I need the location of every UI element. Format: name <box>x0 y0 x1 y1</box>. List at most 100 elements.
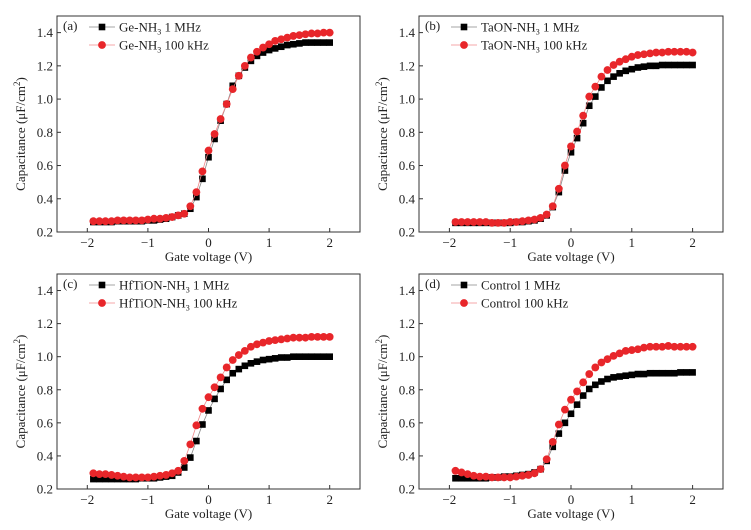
data-point-circle <box>247 342 255 351</box>
data-point-square <box>604 375 611 383</box>
data-point-circle <box>591 82 600 91</box>
data-point-circle <box>180 456 189 465</box>
data-point-circle <box>216 115 225 123</box>
data-point-square <box>326 39 333 46</box>
data-point-circle <box>95 217 104 226</box>
data-point-circle <box>621 55 630 64</box>
data-point-square <box>308 39 315 46</box>
data-point-circle <box>228 85 237 94</box>
legend-text: TaON-NH3 100 kHz <box>481 38 588 55</box>
data-point-square <box>610 73 617 80</box>
legend-item: Ge-NH3 1 MHz <box>89 20 201 37</box>
legend-marker-square <box>460 23 468 31</box>
data-point-circle <box>567 142 575 151</box>
data-point-square <box>458 474 465 482</box>
series-100khz <box>89 28 334 226</box>
x-axis-label: Gate voltage (V) <box>527 249 614 264</box>
data-point-circle <box>289 333 298 342</box>
data-point-circle <box>494 218 502 227</box>
data-point-circle <box>573 387 581 396</box>
data-point-circle <box>488 473 496 482</box>
y-tick-label: 0.2 <box>399 225 415 240</box>
data-point-circle <box>451 466 460 475</box>
legend-text: Ge-NH3 1 MHz <box>119 20 201 37</box>
data-point-square <box>634 64 642 71</box>
data-point-square <box>235 365 243 373</box>
data-point-circle <box>524 216 533 225</box>
data-point-circle <box>633 345 642 354</box>
data-point-circle <box>457 468 466 477</box>
y-tick-label: 1.2 <box>37 58 53 73</box>
data-point-circle <box>585 370 594 378</box>
data-point-circle <box>125 216 134 225</box>
data-point-square <box>271 45 279 52</box>
data-point-square <box>573 401 581 408</box>
data-point-square <box>646 369 654 377</box>
data-point-circle <box>652 342 661 351</box>
data-point-square <box>296 40 303 47</box>
data-point-circle <box>113 216 122 225</box>
data-point-square <box>187 454 194 461</box>
data-point-circle <box>119 472 128 481</box>
data-point-square <box>640 63 648 70</box>
data-point-square <box>314 353 321 360</box>
data-point-square <box>604 77 611 85</box>
data-point-circle <box>240 347 249 355</box>
data-point-circle <box>107 471 116 479</box>
legend: Control 1 MHz Control 100 kHz <box>451 278 569 311</box>
data-point-circle <box>113 471 122 480</box>
panel-label: (a) <box>63 18 77 33</box>
legend-marker-square <box>98 23 106 31</box>
data-point-square <box>277 354 285 361</box>
data-point-square <box>290 40 297 48</box>
data-point-square <box>579 392 587 399</box>
x-tick-label: 0 <box>568 492 575 507</box>
y-tick-label: 0.6 <box>37 158 54 173</box>
data-point-square <box>567 410 575 418</box>
data-point-circle <box>469 471 478 480</box>
x-tick-label: −2 <box>442 235 456 250</box>
data-point-circle <box>500 218 509 227</box>
data-point-circle <box>168 469 177 478</box>
data-point-square <box>108 475 115 483</box>
data-point-square <box>211 395 218 403</box>
x-tick-label: −1 <box>503 492 517 507</box>
data-point-square <box>646 62 654 70</box>
data-point-circle <box>561 405 569 414</box>
y-tick-label: 1.4 <box>399 25 416 40</box>
series-line <box>93 32 330 222</box>
series-100khz <box>451 342 697 482</box>
data-point-square <box>464 474 471 482</box>
y-tick-label: 1.4 <box>399 283 416 298</box>
data-point-square <box>271 355 279 362</box>
data-point-circle <box>192 421 201 430</box>
data-point-circle <box>156 471 164 480</box>
series-line <box>93 356 330 480</box>
data-point-circle <box>210 130 219 138</box>
data-point-circle <box>676 342 685 351</box>
data-point-circle <box>615 349 624 358</box>
y-tick-label: 0.8 <box>399 382 415 397</box>
y-axis-label: Capacitance (μF/cm2) <box>12 77 28 191</box>
legend-text: TaON-NH3 1 MHz <box>481 20 580 37</box>
data-point-square <box>277 43 285 51</box>
data-point-square <box>265 355 273 363</box>
legend-item: Control 100 kHz <box>451 296 569 311</box>
data-point-circle <box>640 343 648 352</box>
data-point-square <box>302 353 309 360</box>
data-point-circle <box>325 28 334 37</box>
data-point-circle <box>162 213 170 222</box>
data-point-square <box>592 93 599 100</box>
data-point-square <box>628 65 636 73</box>
data-point-circle <box>198 404 207 413</box>
legend-text: Control 100 kHz <box>481 296 569 311</box>
legend-marker-square <box>460 281 468 289</box>
data-point-square <box>193 193 200 201</box>
y-tick-label: 0.2 <box>399 482 415 497</box>
data-point-square <box>241 362 249 370</box>
data-point-circle <box>222 363 231 372</box>
data-point-square <box>579 119 587 127</box>
data-point-square <box>96 475 103 483</box>
